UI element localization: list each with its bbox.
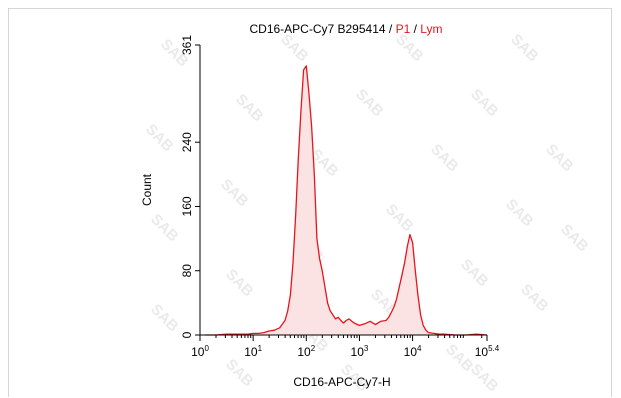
x-axis-title: CD16-APC-Cy7-H [293, 375, 390, 389]
sab-watermark: SAB [557, 221, 592, 256]
sab-watermark: SAB [517, 281, 552, 316]
plot-area [205, 65, 488, 336]
sab-watermark: SAB [352, 86, 387, 121]
title-part-gate-p1: P1 [396, 22, 411, 36]
sab-watermark: SAB [222, 356, 257, 391]
sab-watermark: SAB [427, 141, 462, 176]
y-tick-label: 0 [180, 331, 194, 338]
sab-watermark: SAB [507, 31, 542, 66]
y-tick-label: 80 [180, 264, 194, 278]
axes: 0 80 160 240 361 100 101 102 103 104 105.4 [180, 35, 500, 359]
sab-watermark: SAB [467, 86, 502, 121]
watermark-layer: SABSABSABSABSABSABSABSABSABSABSABSABSABS… [142, 31, 592, 396]
chart-title: CD16-APC-Cy7 B295414 / P1 / Lym [249, 22, 442, 36]
sab-watermark: SAB [217, 176, 252, 211]
title-part-sample: CD16-APC-Cy7 B295414 [249, 22, 385, 36]
sab-watermark: SAB [142, 121, 177, 156]
histogram-line [205, 65, 488, 336]
sab-watermark: SAB [382, 201, 417, 236]
x-tick-label: 101 [244, 344, 262, 359]
sab-watermark: SAB [542, 141, 577, 176]
sab-watermark: SAB [222, 266, 257, 301]
title-part-gate-lym: Lym [420, 22, 442, 36]
x-tick-label: 102 [297, 344, 315, 359]
x-tick-label: 105.4 [475, 344, 500, 359]
title-sep-1: / [386, 22, 396, 36]
title-sep-2: / [410, 22, 420, 36]
x-tick-label: 103 [351, 344, 369, 359]
x-tick-label: 104 [404, 344, 422, 359]
sab-watermark: SAB [457, 256, 492, 291]
y-tick-label: 160 [180, 196, 194, 216]
sab-watermark: SAB [502, 196, 537, 231]
y-tick-label: 240 [180, 132, 194, 152]
sab-watermark: SAB [147, 211, 182, 246]
y-tick-label: 361 [180, 35, 194, 55]
sab-watermark: SAB [232, 91, 267, 126]
x-tick-label: 100 [191, 344, 209, 359]
sab-watermark: SAB [147, 301, 182, 336]
y-axis-title: Count [140, 173, 154, 206]
